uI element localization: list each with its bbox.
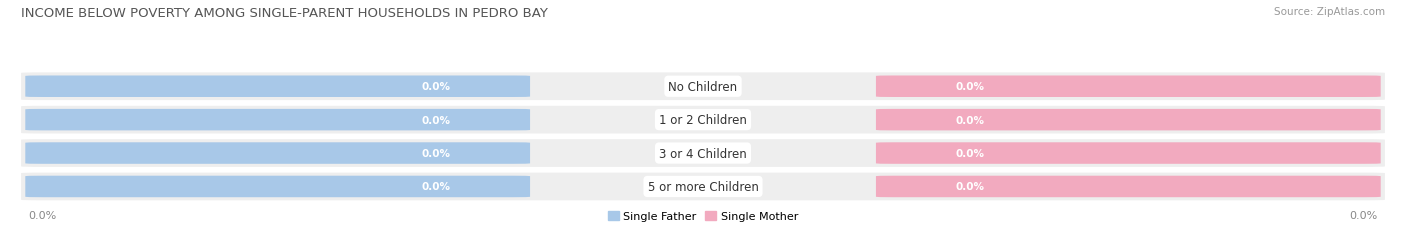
Text: 5 or more Children: 5 or more Children xyxy=(648,180,758,193)
Text: 0.0%: 0.0% xyxy=(422,182,450,192)
FancyBboxPatch shape xyxy=(25,143,530,164)
FancyBboxPatch shape xyxy=(876,143,1381,164)
Text: No Children: No Children xyxy=(668,80,738,93)
Text: 0.0%: 0.0% xyxy=(956,182,984,192)
FancyBboxPatch shape xyxy=(25,76,530,97)
Text: 0.0%: 0.0% xyxy=(422,148,450,158)
Text: 3 or 4 Children: 3 or 4 Children xyxy=(659,147,747,160)
FancyBboxPatch shape xyxy=(25,109,530,131)
Text: 0.0%: 0.0% xyxy=(956,148,984,158)
FancyBboxPatch shape xyxy=(876,176,1381,197)
FancyBboxPatch shape xyxy=(876,109,1381,131)
Text: Source: ZipAtlas.com: Source: ZipAtlas.com xyxy=(1274,7,1385,17)
Text: INCOME BELOW POVERTY AMONG SINGLE-PARENT HOUSEHOLDS IN PEDRO BAY: INCOME BELOW POVERTY AMONG SINGLE-PARENT… xyxy=(21,7,548,20)
Text: 0.0%: 0.0% xyxy=(28,210,56,220)
Legend: Single Father, Single Mother: Single Father, Single Mother xyxy=(607,211,799,221)
FancyBboxPatch shape xyxy=(25,176,530,197)
Text: 0.0%: 0.0% xyxy=(956,82,984,92)
Text: 0.0%: 0.0% xyxy=(422,82,450,92)
Text: 0.0%: 0.0% xyxy=(956,115,984,125)
Text: 0.0%: 0.0% xyxy=(422,115,450,125)
FancyBboxPatch shape xyxy=(21,173,1385,201)
FancyBboxPatch shape xyxy=(21,73,1385,101)
Text: 1 or 2 Children: 1 or 2 Children xyxy=(659,114,747,127)
FancyBboxPatch shape xyxy=(21,106,1385,134)
Text: 0.0%: 0.0% xyxy=(1350,210,1378,220)
FancyBboxPatch shape xyxy=(876,76,1381,97)
FancyBboxPatch shape xyxy=(21,140,1385,167)
